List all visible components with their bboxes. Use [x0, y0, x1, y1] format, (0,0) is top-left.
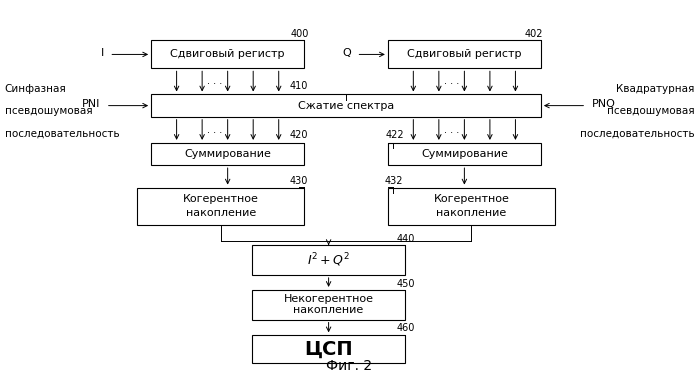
Text: 460: 460 [396, 323, 415, 333]
Text: 430: 430 [289, 176, 308, 186]
Text: последовательность: последовательность [5, 129, 120, 138]
Text: . . .: . . . [208, 125, 222, 135]
Text: Сжатие спектра: Сжатие спектра [298, 100, 394, 111]
Text: . . .: . . . [444, 76, 459, 86]
Text: . . .: . . . [444, 125, 459, 135]
Text: накопление: накопление [436, 208, 507, 218]
Text: Сдвиговый регистр: Сдвиговый регистр [407, 50, 521, 59]
Bar [151, 143, 304, 165]
Bar [252, 245, 405, 275]
Text: 450: 450 [396, 279, 415, 289]
Text: ЦСП: ЦСП [304, 340, 353, 359]
Text: $I^2+Q^2$: $I^2+Q^2$ [307, 251, 350, 269]
Bar [388, 188, 555, 225]
Bar [388, 143, 541, 165]
Text: последовательность: последовательность [579, 129, 694, 138]
Text: 440: 440 [396, 234, 415, 244]
Text: 402: 402 [525, 28, 543, 39]
Text: 422: 422 [386, 130, 404, 140]
Text: 432: 432 [385, 176, 403, 186]
Bar [151, 40, 304, 68]
Text: PNQ: PNQ [592, 99, 616, 109]
Text: Синфазная: Синфазная [5, 84, 66, 94]
Text: I: I [101, 48, 103, 58]
Text: Квадратурная: Квадратурная [616, 84, 694, 94]
Text: псевдошумовая: псевдошумовая [607, 106, 694, 116]
Bar [388, 40, 541, 68]
Bar [151, 94, 541, 117]
Text: Некогерентное: Некогерентное [284, 294, 373, 304]
Text: Когерентное: Когерентное [433, 194, 510, 204]
Text: Сдвиговый регистр: Сдвиговый регистр [171, 50, 285, 59]
Text: Q: Q [342, 48, 351, 58]
Bar [252, 290, 405, 320]
Text: 420: 420 [289, 130, 308, 140]
Bar [137, 188, 304, 225]
Text: накопление: накопление [185, 208, 256, 218]
Text: Когерентное: Когерентное [182, 194, 259, 204]
Text: накопление: накопление [294, 305, 363, 315]
Text: Фиг. 2: Фиг. 2 [326, 359, 373, 373]
Text: Суммирование: Суммирование [421, 149, 507, 159]
Text: 410: 410 [289, 81, 308, 92]
Text: Суммирование: Суммирование [185, 149, 271, 159]
Text: псевдошумовая: псевдошумовая [5, 106, 92, 116]
Text: PNI: PNI [82, 99, 100, 109]
Text: . . .: . . . [208, 76, 222, 86]
Text: 400: 400 [290, 28, 309, 39]
Bar [252, 335, 405, 363]
